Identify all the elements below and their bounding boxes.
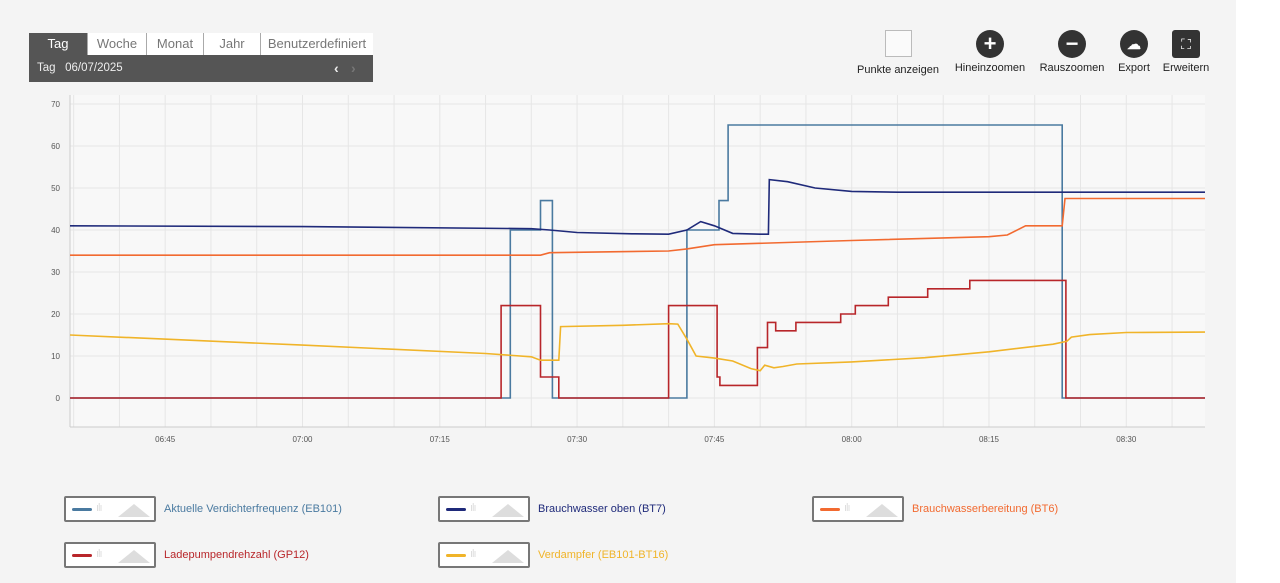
series-line [70, 124, 1205, 399]
expand-label: Erweitern [1162, 62, 1210, 74]
tab-custom[interactable]: Benutzerdefiniert [260, 33, 373, 55]
legend-item-ladepumpendrehzahl[interactable]: ılı Ladepumpendrehzahl (GP12) [64, 542, 309, 568]
checkbox-icon[interactable] [884, 30, 912, 57]
y-tick-label: 20 [51, 310, 60, 319]
y-tick-label: 40 [51, 226, 60, 235]
legend-toggle[interactable]: ılı [64, 542, 156, 568]
period-label: Tag [37, 62, 56, 74]
legend-label: Ladepumpendrehzahl (GP12) [164, 549, 309, 561]
y-tick-label: 60 [51, 142, 60, 151]
range-tabs: Tag Woche Monat Jahr Benutzerdefiniert [29, 33, 373, 55]
right-margin [1236, 0, 1280, 583]
y-tick-label: 30 [51, 268, 60, 277]
legend-toggle[interactable]: ılı [438, 496, 530, 522]
tab-month[interactable]: Monat [146, 33, 203, 55]
y-tick-label: 70 [51, 100, 60, 109]
chevron-right-icon[interactable]: › [351, 60, 356, 76]
legend-label: Verdampfer (EB101-BT16) [538, 549, 669, 561]
legend-label: Brauchwasserbereitung (BT6) [912, 503, 1059, 515]
legend-label: Aktuelle Verdichterfrequenz (EB101) [164, 503, 342, 515]
series-line [70, 279, 1205, 399]
expand-button[interactable]: ⛶ Erweitern [1159, 30, 1213, 74]
plot-area [70, 95, 1205, 427]
range-selector: Tag Woche Monat Jahr Benutzerdefiniert T… [29, 33, 373, 82]
y-tick-label: 50 [51, 184, 60, 193]
y-tick-label: 10 [51, 352, 60, 361]
legend-label: Brauchwasser oben (BT7) [538, 503, 666, 515]
x-tick-label: 06:45 [155, 435, 176, 444]
legend-item-verdichterfrequenz[interactable]: ılı Aktuelle Verdichterfrequenz (EB101) [64, 496, 342, 522]
zoom-out-label: Rauszoomen [1039, 62, 1105, 74]
legend-item-brauchwasserbereitung[interactable]: ılı Brauchwasserbereitung (BT6) [812, 496, 1058, 522]
x-tick-label: 07:30 [567, 435, 588, 444]
legend-item-brauchwasser-oben[interactable]: ılı Brauchwasser oben (BT7) [438, 496, 666, 522]
legend-toggle[interactable]: ılı [812, 496, 904, 522]
minus-icon: − [1058, 30, 1086, 58]
y-tick-label: 0 [56, 394, 61, 403]
x-tick-label: 07:15 [430, 435, 451, 444]
tab-week[interactable]: Woche [87, 33, 146, 55]
x-tick-label: 07:00 [292, 435, 313, 444]
zoom-in-button[interactable]: + Hineinzoomen [950, 30, 1030, 74]
fullscreen-icon: ⛶ [1172, 30, 1200, 58]
x-tick-label: 08:15 [979, 435, 1000, 444]
series-line [70, 197, 1205, 256]
chevron-left-icon[interactable]: ‹ [334, 60, 339, 76]
zoom-in-label: Hineinzoomen [954, 62, 1026, 74]
plus-icon: + [976, 30, 1004, 58]
export-label: Export [1118, 62, 1150, 74]
legend-toggle[interactable]: ılı [64, 496, 156, 522]
series-line [69, 322, 1206, 372]
cloud-download-icon: ☁ [1120, 30, 1148, 58]
x-tick-label: 08:00 [842, 435, 863, 444]
line-chart: 0 10 20 30 40 50 60 70 06:45 07:00 07:15 07:30 07:45… [51, 95, 1206, 444]
date-row: Tag 06/07/2025 ‹ › [29, 55, 373, 82]
date-value: 06/07/2025 [65, 62, 123, 74]
tab-year[interactable]: Jahr [203, 33, 260, 55]
show-points-label: Punkte anzeigen [857, 64, 939, 76]
x-tick-label: 07:45 [704, 435, 725, 444]
show-points-toggle[interactable]: Punkte anzeigen [852, 30, 944, 76]
legend-item-verdampfer[interactable]: ılı Verdampfer (EB101-BT16) [438, 542, 668, 568]
export-button[interactable]: ☁ Export [1114, 30, 1154, 74]
series-line [69, 178, 1205, 236]
zoom-out-button[interactable]: − Rauszoomen [1035, 30, 1109, 74]
legend-toggle[interactable]: ılı [438, 542, 530, 568]
x-tick-label: 08:30 [1116, 435, 1137, 444]
tab-day[interactable]: Tag [29, 33, 87, 55]
